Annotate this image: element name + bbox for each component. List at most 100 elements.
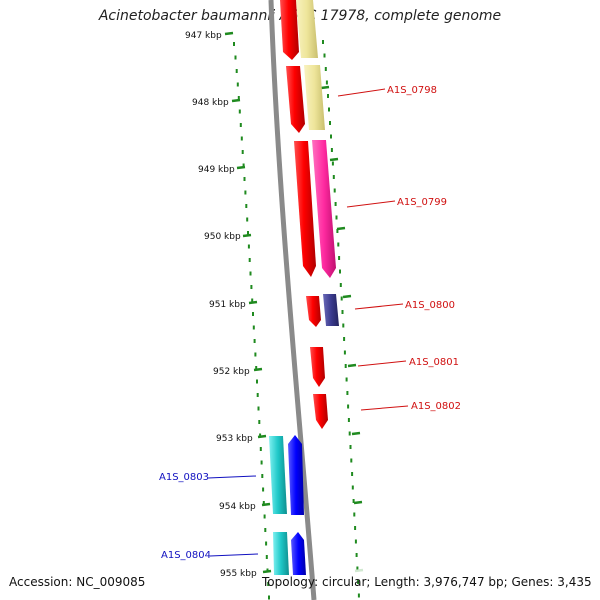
track-dot bbox=[334, 202, 337, 206]
track-dot bbox=[239, 123, 242, 127]
leader-line bbox=[360, 405, 409, 411]
tick-label: 955 kbp bbox=[220, 569, 257, 579]
tick-track-right bbox=[322, 40, 360, 598]
track-dot bbox=[331, 161, 334, 166]
leader-line bbox=[207, 475, 257, 479]
tick-label: 948 kbp bbox=[192, 98, 229, 108]
track-dot bbox=[256, 379, 258, 384]
track-dot bbox=[264, 528, 267, 532]
tick-track-left bbox=[233, 42, 270, 600]
tick-mark bbox=[224, 31, 234, 36]
track-dot bbox=[234, 55, 237, 60]
track-dot bbox=[339, 269, 341, 274]
track-dot bbox=[353, 512, 356, 517]
gene-arrows-reverse bbox=[269, 435, 306, 575]
track-dot bbox=[251, 298, 254, 303]
tick-label: 947 kbp bbox=[185, 31, 222, 41]
track-dot bbox=[354, 526, 357, 530]
leader-line bbox=[357, 360, 407, 367]
track-dot bbox=[343, 350, 346, 355]
track-dot bbox=[347, 404, 350, 409]
track-dot bbox=[328, 107, 330, 112]
gene-arrow bbox=[306, 296, 321, 327]
track-dot bbox=[257, 406, 260, 411]
track-dot bbox=[246, 217, 249, 222]
track-dot bbox=[324, 67, 327, 71]
track-dot bbox=[356, 566, 359, 571]
track-dot bbox=[247, 231, 249, 235]
gene-label: A1S_0804 bbox=[161, 550, 211, 561]
gene-label: A1S_0802 bbox=[411, 401, 461, 412]
tick-label: 954 kbp bbox=[219, 502, 256, 512]
track-dot bbox=[351, 472, 354, 476]
feature-yellow bbox=[296, 0, 318, 58]
track-dot bbox=[262, 501, 265, 505]
gene-arrow bbox=[294, 141, 316, 277]
track-dot bbox=[260, 460, 263, 465]
track-dot bbox=[329, 121, 331, 125]
tick-label: 951 kbp bbox=[209, 300, 246, 310]
feature-cyan bbox=[273, 532, 289, 575]
track-dot bbox=[236, 82, 239, 87]
feature-track-outer bbox=[296, 0, 339, 326]
track-dot bbox=[252, 325, 255, 330]
track-dot bbox=[262, 487, 265, 492]
track-dot bbox=[357, 580, 360, 584]
track-dot bbox=[240, 136, 243, 141]
gene-arrow bbox=[310, 347, 325, 387]
track-dot bbox=[247, 244, 250, 249]
track-dot bbox=[267, 582, 270, 586]
tick-mark bbox=[236, 165, 246, 170]
tick-mark bbox=[262, 569, 272, 574]
track-dot bbox=[265, 541, 268, 546]
track-dot bbox=[330, 148, 333, 152]
track-dot bbox=[346, 391, 349, 395]
tick-mark bbox=[248, 300, 258, 305]
tick-mark bbox=[336, 226, 346, 231]
gene-arrow bbox=[280, 0, 299, 60]
track-dot bbox=[249, 271, 252, 276]
track-dot bbox=[238, 109, 241, 114]
tick-label: 949 kbp bbox=[198, 165, 235, 175]
tick-mark bbox=[354, 568, 364, 573]
track-dot bbox=[327, 94, 329, 98]
track-dot bbox=[332, 175, 335, 179]
tick-mark bbox=[253, 367, 263, 372]
track-dot bbox=[252, 312, 254, 316]
track-dot bbox=[323, 53, 326, 58]
track-dot bbox=[333, 188, 336, 193]
tick-label: 953 kbp bbox=[216, 434, 253, 444]
track-dot bbox=[250, 285, 253, 289]
track-dot bbox=[261, 474, 264, 478]
tick-mark bbox=[320, 85, 330, 90]
tick-mark bbox=[353, 500, 363, 505]
gene-arrow bbox=[286, 66, 305, 133]
tick-mark bbox=[342, 294, 352, 299]
track-dot bbox=[347, 418, 350, 422]
track-dot bbox=[335, 215, 338, 220]
track-dot bbox=[233, 42, 235, 46]
feature-cyan bbox=[269, 436, 287, 514]
gene-labels: A1S_0798 A1S_0799 A1S_0800 A1S_0801 A1S_… bbox=[159, 85, 461, 561]
track-dot bbox=[322, 40, 324, 44]
track-dot bbox=[339, 283, 342, 287]
leader-line bbox=[346, 200, 396, 208]
scale-ticks: 947 kbp 948 kbp 949 kbp 950 kbp 951 kbp … bbox=[185, 31, 272, 579]
track-dot bbox=[242, 163, 245, 168]
track-dot bbox=[348, 431, 351, 436]
track-dot bbox=[244, 190, 247, 195]
track-dot bbox=[248, 258, 251, 262]
track-dot bbox=[256, 393, 259, 397]
track-dot bbox=[343, 337, 346, 341]
track-dot bbox=[258, 420, 261, 424]
tick-label: 950 kbp bbox=[204, 232, 241, 242]
tick-mark bbox=[347, 363, 357, 368]
track-dot bbox=[336, 229, 339, 233]
gene-arrow bbox=[313, 394, 328, 429]
track-dot bbox=[253, 339, 256, 343]
track-dot bbox=[340, 296, 343, 301]
track-dot bbox=[357, 593, 360, 598]
gene-label: A1S_0799 bbox=[397, 197, 447, 208]
track-dot bbox=[351, 485, 354, 490]
genome-summary-text: Topology: circular; Length: 3,976,747 bp… bbox=[262, 575, 592, 589]
